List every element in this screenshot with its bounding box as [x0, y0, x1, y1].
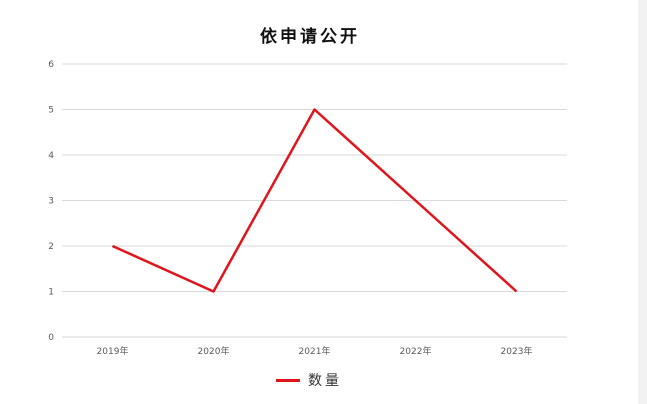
legend: 数量 [276, 370, 342, 390]
y-tick-label: 5 [48, 106, 54, 116]
legend-swatch [276, 378, 300, 382]
x-tick-label: 2023年 [501, 345, 533, 357]
chart-title: 依申请公开 [260, 27, 360, 47]
x-tick-label: 2022年 [400, 345, 432, 357]
y-tick-label: 0 [48, 333, 54, 343]
legend-label: 数量 [308, 373, 342, 389]
scrollbar-strip [638, 0, 647, 404]
y-tick-label: 6 [48, 60, 54, 70]
x-tick-label: 2021年 [299, 345, 331, 357]
y-tick-label: 3 [48, 197, 54, 207]
y-tick-label: 2 [48, 242, 54, 252]
x-tick-label: 2020年 [198, 345, 230, 357]
x-tick-label: 2019年 [97, 345, 129, 357]
y-tick-label: 4 [48, 151, 54, 161]
y-tick-label: 1 [48, 288, 54, 298]
